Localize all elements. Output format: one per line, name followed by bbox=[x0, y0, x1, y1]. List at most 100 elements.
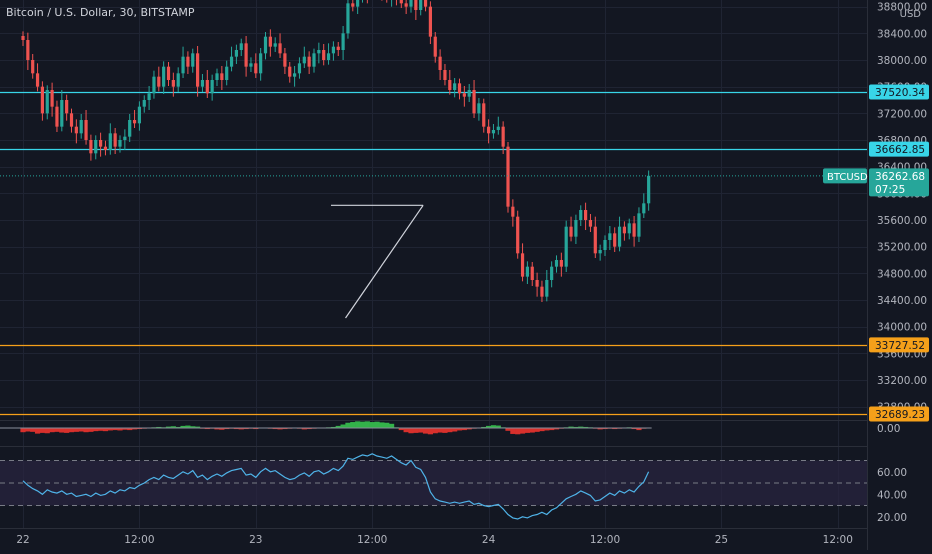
candle bbox=[108, 123, 112, 155]
candle bbox=[351, 0, 355, 12]
price-axis[interactable]: 38800.0038400.0038000.0037600.0037200.00… bbox=[877, 2, 927, 414]
candle bbox=[603, 235, 607, 256]
price-tick-label: 33200.00 bbox=[877, 375, 927, 387]
candle-body-down bbox=[559, 260, 563, 267]
last-price-label: 36262.68 bbox=[875, 171, 925, 183]
candle-body-down bbox=[351, 3, 355, 7]
candle bbox=[554, 255, 559, 273]
momentum-bar bbox=[136, 428, 142, 430]
candle bbox=[118, 135, 122, 153]
candle-body-down bbox=[487, 126, 491, 134]
candle bbox=[40, 81, 44, 121]
horizontal-levels[interactable] bbox=[0, 91, 867, 416]
candle-body-down bbox=[443, 70, 447, 80]
price-tick-label: 35200.00 bbox=[877, 242, 927, 254]
candle bbox=[593, 216, 597, 258]
symbol-badge[interactable]: BTCUSD bbox=[827, 172, 868, 183]
candle bbox=[467, 84, 471, 102]
triangle-support-line[interactable] bbox=[345, 204, 424, 319]
candle bbox=[462, 86, 466, 107]
candle bbox=[326, 43, 331, 65]
candle-body-down bbox=[414, 0, 418, 10]
momentum-bar bbox=[282, 428, 288, 430]
momentum-bar bbox=[238, 428, 244, 430]
candle-body-up bbox=[128, 120, 132, 137]
momentum-bar bbox=[243, 428, 249, 430]
candle-body-down bbox=[220, 73, 224, 80]
price-tick-label: 37200.00 bbox=[877, 108, 927, 120]
candle bbox=[487, 119, 491, 144]
momentum-bar bbox=[510, 428, 516, 434]
candle bbox=[647, 170, 651, 211]
candle bbox=[259, 48, 263, 81]
momentum-bar bbox=[277, 428, 283, 430]
candle-body-up bbox=[273, 43, 277, 47]
candle-body-up bbox=[162, 66, 166, 87]
candle bbox=[288, 62, 292, 83]
candle bbox=[45, 85, 49, 120]
candle bbox=[176, 67, 180, 92]
candle bbox=[89, 134, 93, 161]
candle-body-up bbox=[525, 266, 529, 277]
candle-body-up bbox=[225, 66, 229, 80]
candle bbox=[239, 38, 243, 56]
candle bbox=[477, 98, 481, 121]
candle-body-up bbox=[302, 56, 306, 64]
time-tick-label: 22 bbox=[16, 534, 29, 546]
rsi-tick-label: 60.00 bbox=[877, 467, 907, 479]
momentum-bar bbox=[253, 428, 259, 430]
price-tick-label: 35600.00 bbox=[877, 215, 927, 227]
time-axis[interactable]: 22 12:00 23 12:00 24 12:00 25 12:00 bbox=[16, 534, 853, 546]
candle bbox=[60, 90, 64, 132]
momentum-bar bbox=[578, 426, 584, 428]
candle bbox=[423, 0, 428, 12]
momentum-bar bbox=[553, 428, 560, 430]
currency-label: USD bbox=[900, 9, 922, 20]
candle-body-up bbox=[341, 33, 345, 50]
momentum-bar bbox=[418, 428, 424, 433]
candle bbox=[162, 61, 166, 94]
momentum-bar bbox=[59, 428, 65, 433]
candle bbox=[520, 243, 525, 282]
candle bbox=[181, 46, 185, 78]
momentum-bar bbox=[364, 421, 370, 428]
momentum-bar bbox=[117, 428, 123, 431]
candle-body-down bbox=[433, 36, 437, 57]
rsi-band bbox=[0, 460, 867, 506]
rsi-line bbox=[22, 453, 650, 520]
candle bbox=[564, 220, 568, 272]
candle bbox=[491, 124, 496, 139]
momentum-bar bbox=[73, 428, 79, 432]
candle bbox=[448, 70, 452, 95]
candle-body-down bbox=[404, 3, 408, 7]
candle-body-down bbox=[205, 80, 209, 94]
candle-body-down bbox=[84, 120, 88, 140]
candle-body-up bbox=[419, 0, 423, 10]
momentum-bar bbox=[224, 428, 230, 430]
candle bbox=[196, 46, 200, 97]
candle bbox=[409, 0, 413, 13]
candle bbox=[220, 66, 224, 90]
time-tick-label: 24 bbox=[482, 534, 496, 546]
candle bbox=[608, 226, 612, 250]
time-tick-label: 12:00 bbox=[124, 534, 154, 546]
level-32689-label: 32689.23 bbox=[875, 409, 925, 421]
symbol-title[interactable]: Bitcoin / U.S. Dollar, 30, BITSTAMP bbox=[6, 6, 195, 19]
momentum-bar bbox=[127, 428, 133, 431]
bar-countdown: 07:25 bbox=[875, 184, 905, 196]
candle bbox=[331, 41, 335, 61]
momentum-bar bbox=[78, 428, 84, 432]
candle-body-down bbox=[166, 66, 171, 80]
momentum-bar bbox=[98, 428, 104, 431]
candle-body-up bbox=[297, 63, 302, 74]
momentum-bar bbox=[495, 425, 501, 428]
candle-body-up bbox=[598, 250, 602, 254]
level-36662-label-bg bbox=[869, 141, 929, 157]
candle-body-up bbox=[263, 36, 268, 54]
candle bbox=[297, 57, 302, 79]
triangle-drawing[interactable] bbox=[330, 204, 424, 319]
candle-body-down bbox=[196, 53, 200, 87]
candle bbox=[31, 54, 35, 79]
momentum-bar bbox=[602, 428, 608, 430]
